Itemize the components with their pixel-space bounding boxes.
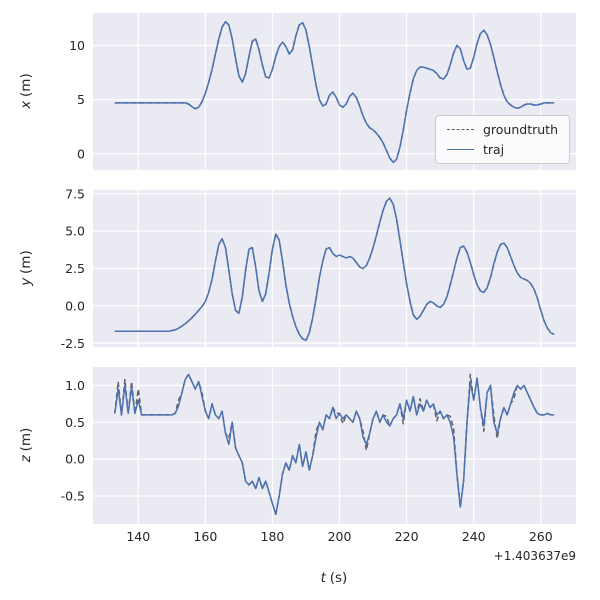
x-tick-label: 180	[261, 529, 285, 544]
y-tick-label: 1.0	[65, 378, 85, 393]
legend-item-groundtruth: groundtruth	[446, 122, 558, 137]
y-tick-label: 10	[69, 38, 85, 53]
x-axis-label: t (s)	[321, 570, 348, 586]
legend: groundtruth traj	[434, 115, 570, 164]
y-axis-label-z: z (m)	[18, 428, 34, 463]
subplot-z-position: -0.5 0.0 0.5 1.0 140 160 180 200 220 240 260	[61, 367, 576, 544]
y-tick-label: 0.0	[65, 452, 85, 467]
y-axis-label-y: y (m)	[18, 250, 34, 285]
axis-unit: (m)	[18, 427, 34, 452]
x-tick-label: 200	[328, 529, 352, 544]
legend-item-traj: traj	[446, 142, 558, 157]
traj-line	[114, 197, 555, 342]
z-position-canvas: -0.5 0.0 0.5 1.0 140 160 180 200 220 240 260	[61, 367, 576, 544]
x-tick-label: 140	[126, 529, 150, 544]
traj-line	[114, 373, 555, 516]
y-tick-label: 0.5	[65, 415, 85, 430]
y-tick-label: 7.5	[65, 186, 85, 201]
groundtruth-line	[114, 197, 555, 342]
axis-unit: (m)	[18, 250, 34, 274]
axis-var: y	[18, 277, 34, 286]
y-tick-label: 5.0	[65, 224, 85, 239]
axis-unit: (m)	[18, 73, 34, 97]
x-tick-label: 220	[395, 529, 419, 544]
subplot-x-position: groundtruth traj 0 5 10	[69, 13, 576, 170]
y-tick-label: 0	[77, 146, 85, 161]
x-tick-label: 240	[462, 529, 486, 544]
axis-var: z	[18, 455, 34, 463]
y-tick-label: -0.5	[61, 488, 85, 503]
x-position-canvas: 0 5 10	[69, 13, 576, 170]
x-axis-offset-text: +1.403637e9	[493, 549, 576, 563]
subplot-y-position: -2.5 0.0 2.5 5.0 7.5	[61, 186, 576, 351]
x-tick-label: 260	[529, 529, 553, 544]
y-axis-label-x: x (m)	[18, 73, 34, 108]
x-tick-label: 160	[193, 529, 217, 544]
traj-line-sample	[446, 149, 474, 150]
y-tick-label: 2.5	[65, 261, 85, 276]
axis-unit: (s)	[329, 570, 348, 586]
legend-label-groundtruth: groundtruth	[482, 122, 558, 137]
axis-var: x	[18, 100, 34, 109]
y-tick-label: 0.0	[65, 298, 85, 313]
y-tick-label: -2.5	[61, 336, 85, 351]
y-position-canvas: -2.5 0.0 2.5 5.0 7.5	[61, 186, 576, 351]
y-tick-label: 5	[77, 92, 85, 107]
axis-var: t	[320, 570, 326, 586]
traj-line	[114, 20, 555, 164]
legend-label-traj: traj	[482, 142, 505, 157]
groundtruth-line-sample	[446, 129, 474, 130]
